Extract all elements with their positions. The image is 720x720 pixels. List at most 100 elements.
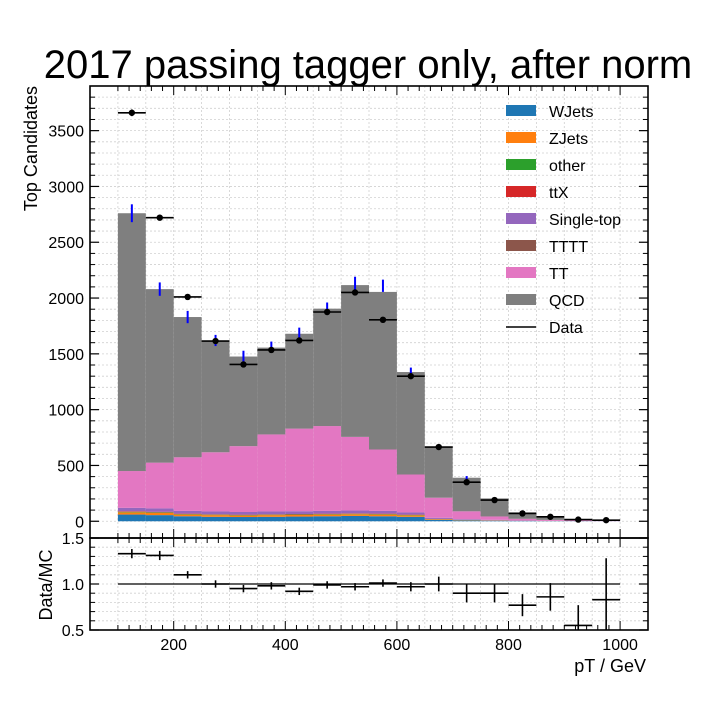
bar <box>424 519 453 520</box>
bar <box>257 434 286 512</box>
bar <box>452 519 481 520</box>
data-point <box>379 316 387 324</box>
bar <box>452 511 481 520</box>
bar <box>117 514 146 522</box>
bar <box>480 498 509 517</box>
data-point <box>128 109 136 116</box>
bar <box>313 514 342 517</box>
x-tick-label: 600 <box>384 637 411 654</box>
data-point <box>184 293 191 301</box>
ratio-y-tick-label: 1.0 <box>62 577 84 594</box>
legend-label: QCD <box>549 293 585 310</box>
data-point <box>575 516 582 523</box>
y-tick-label: 500 <box>57 458 84 475</box>
bar <box>257 347 286 435</box>
bar <box>396 372 425 475</box>
bar <box>396 512 425 515</box>
ratio-y-tick-label: 0.5 <box>62 623 84 640</box>
bar <box>369 449 397 511</box>
bar <box>285 428 314 512</box>
legend-label: ZJets <box>549 131 588 148</box>
bar <box>285 516 314 522</box>
bar <box>257 515 286 517</box>
data-point <box>296 337 303 344</box>
bar <box>424 497 453 518</box>
legend-swatch <box>506 132 536 143</box>
bar <box>369 291 397 450</box>
bar <box>396 474 425 513</box>
bar <box>117 512 146 515</box>
ratio-points <box>117 549 621 630</box>
bar <box>145 462 174 509</box>
y-tick-label: 2000 <box>48 291 84 308</box>
data-point <box>268 346 275 354</box>
bar <box>145 512 174 516</box>
bar <box>201 516 230 522</box>
bar <box>145 515 174 522</box>
bar <box>396 515 425 517</box>
ratio-y-axis-label: Data/MC <box>36 549 56 620</box>
x-tick-label: 1000 <box>602 637 638 654</box>
bar <box>173 516 202 522</box>
bar <box>536 519 565 521</box>
bar <box>145 512 174 513</box>
bar <box>229 356 258 447</box>
data-point <box>491 496 498 504</box>
bar <box>229 515 258 518</box>
bar <box>173 317 202 458</box>
legend-swatch <box>506 213 536 224</box>
series-other <box>117 511 509 521</box>
series-wjets <box>117 514 621 522</box>
ratio-panel: 0.5 1.0 1.5 200 400 600 800 1000 <box>62 531 649 654</box>
legend-swatch <box>506 105 536 116</box>
bar <box>257 516 286 522</box>
y-tick-label: 1000 <box>48 403 84 420</box>
x-tick-label: 200 <box>160 637 187 654</box>
series-qcd <box>117 213 621 521</box>
legend-swatch <box>506 240 536 251</box>
bar <box>285 333 314 429</box>
bar <box>341 285 369 437</box>
bar <box>285 511 314 515</box>
bar <box>117 213 146 472</box>
bar <box>173 510 202 514</box>
legend-label: Single-top <box>549 212 621 229</box>
series-zjets <box>117 512 565 522</box>
data-points <box>117 109 621 524</box>
bar <box>369 516 397 522</box>
legend-label: ttX <box>549 185 569 202</box>
bar <box>117 511 146 512</box>
bar <box>396 516 425 522</box>
y-tick-label: 3500 <box>48 124 84 141</box>
y-tick-label: 3000 <box>48 179 84 196</box>
bar <box>313 308 342 427</box>
y-tick-label: 0 <box>75 514 84 531</box>
x-tick-label: 800 <box>495 637 522 654</box>
ratio-y-tick-label: 1.5 <box>62 531 84 548</box>
bar <box>201 452 230 512</box>
bar <box>341 514 369 516</box>
bar <box>117 511 146 513</box>
data-point <box>156 214 163 221</box>
bar <box>173 457 202 511</box>
bar <box>424 447 453 498</box>
data-point <box>323 308 331 316</box>
bar <box>257 511 286 515</box>
bar <box>285 514 314 517</box>
bar <box>201 515 230 517</box>
data-point <box>351 289 359 296</box>
bar <box>508 518 537 521</box>
legend-swatch <box>506 159 536 170</box>
x-tick-label: 400 <box>272 637 299 654</box>
data-point <box>240 361 247 368</box>
legend-swatch <box>506 186 536 197</box>
bar <box>341 436 369 511</box>
legend: WJetsZJetsotherttXSingle-topTTTTTTQCDDat… <box>506 104 621 337</box>
legend-label: TTTT <box>549 239 588 256</box>
legend-label: TT <box>549 266 569 283</box>
data-point <box>463 478 470 486</box>
bar <box>313 516 342 522</box>
bar <box>313 510 342 514</box>
bar <box>452 520 481 522</box>
